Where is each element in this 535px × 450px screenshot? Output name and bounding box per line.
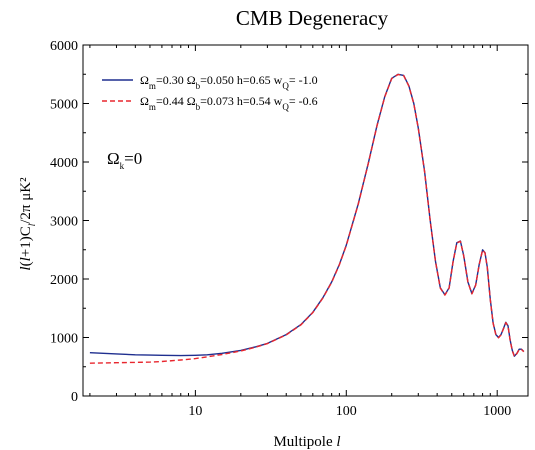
legend-label-series-1: Ωm=0.30 Ωb=0.050 h=0.65 wQ= -1.0	[140, 73, 318, 91]
y-axis: 0 1000 2000 3000 4000 5000 6000	[50, 39, 528, 405]
legend-label-series-2: Ωm=0.44 Ωb=0.073 h=0.54 wQ= -0.6	[140, 94, 318, 112]
curvature-annotation: Ωk=0	[107, 149, 142, 171]
series-line-2	[89, 73, 525, 364]
series-line-1	[89, 73, 525, 357]
y-tick-label: 6000	[50, 39, 78, 54]
y-tick-label: 4000	[50, 156, 78, 171]
y-tick-label: 3000	[50, 215, 78, 230]
series-layer	[89, 73, 525, 364]
x-tick-label: 100	[336, 404, 357, 419]
y-tick-label: 0	[71, 390, 78, 405]
legend: Ωm=0.30 Ωb=0.050 h=0.65 wQ= -1.0 Ωm=0.44…	[102, 73, 318, 112]
y-axis-label: l(l+1)Cl/2π μK²	[18, 177, 37, 271]
y-tick-label: 5000	[50, 98, 78, 113]
y-tick-label: 1000	[50, 332, 78, 347]
x-tick-label: 1000	[483, 404, 511, 419]
chart-title: CMB Degeneracy	[236, 6, 389, 30]
x-axis: 10 100 1000	[89, 45, 511, 419]
x-tick-label: 10	[188, 404, 202, 419]
y-tick-label: 2000	[50, 273, 78, 288]
x-axis-label: Multipole l	[273, 434, 340, 450]
